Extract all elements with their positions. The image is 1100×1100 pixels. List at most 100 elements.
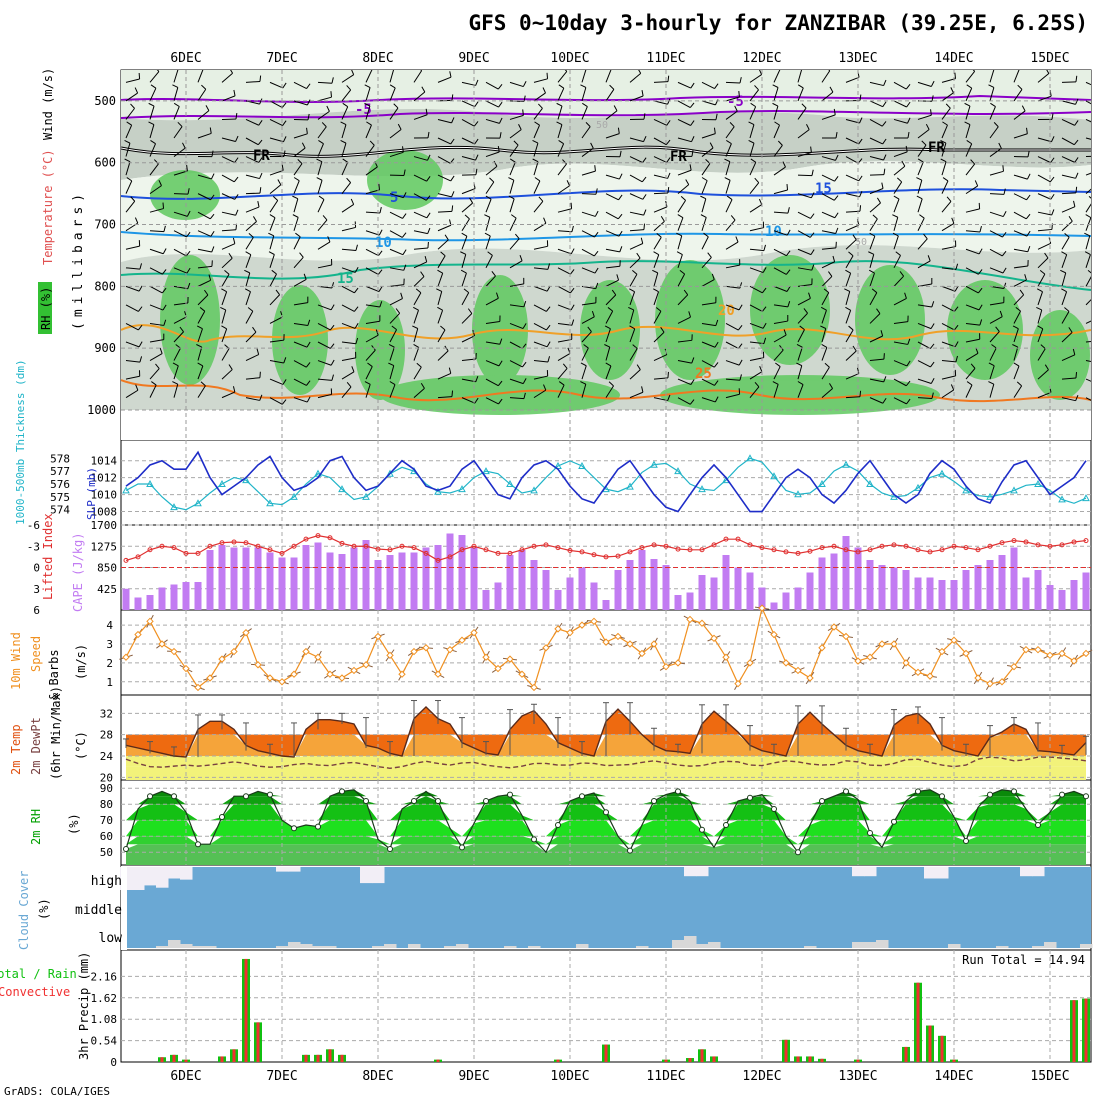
wind-barb-shaft — [149, 248, 164, 255]
cape-bar — [422, 547, 430, 610]
wind-barb-flag — [354, 287, 359, 294]
wind-barb-flag — [375, 329, 379, 336]
wind-barb-shaft — [821, 193, 835, 201]
wind-barb-shaft — [461, 137, 475, 145]
wind-barb-flag — [342, 102, 349, 108]
wind-barb-shaft — [725, 241, 739, 250]
wind-barb-flag — [256, 348, 260, 355]
wind-barb-flag — [1084, 232, 1090, 237]
wind-barb-shaft — [365, 267, 379, 275]
wind-barb-flag — [629, 288, 635, 293]
wind-barb-flag — [921, 140, 927, 146]
wind-barb-shaft — [437, 310, 444, 324]
wind-barb-flag — [834, 176, 839, 182]
wind-barb-flag — [618, 230, 623, 237]
wind-barb-flag — [677, 214, 684, 219]
wind-marker — [818, 644, 826, 652]
wind-barb-flag — [1072, 348, 1076, 355]
wind-barb-shaft — [1061, 272, 1067, 287]
precip-conv-bar — [316, 1054, 320, 1062]
wind-barb-flag — [1013, 362, 1020, 367]
wind-barb-flag — [355, 244, 358, 251]
wind-barb-shaft — [149, 285, 163, 294]
wind-barb-flag — [221, 325, 227, 330]
wind-marker — [722, 653, 730, 661]
wind-barb-shaft — [725, 161, 731, 176]
wind-barb-shaft — [869, 378, 884, 383]
precip-conv-bar — [556, 1059, 560, 1062]
wind-barb-shaft — [869, 100, 883, 108]
wind-barb-shaft — [773, 267, 787, 275]
wind-barb-flag — [679, 269, 685, 275]
wind-barb-flag — [451, 205, 454, 212]
wind-barb-flag — [1026, 194, 1031, 201]
wind-barb-shaft — [365, 384, 371, 398]
wind-barb-shaft — [1061, 331, 1073, 343]
day-label-top: 13DEC — [838, 51, 877, 66]
cloud-background — [121, 867, 1091, 948]
wind-barb-shaft — [1037, 273, 1046, 287]
li-marker — [927, 549, 933, 555]
wind-barb-shaft — [245, 100, 260, 105]
wind-barb-shaft — [533, 142, 539, 157]
wind-barb-shaft — [269, 316, 283, 324]
wind-barb-flag — [881, 182, 884, 189]
wind-barb-shaft — [1013, 89, 1023, 102]
wind-barb-shaft — [797, 151, 812, 158]
wind-barb-flag — [224, 270, 230, 275]
wind-barb-shaft — [125, 285, 140, 292]
wind-barb-flag — [162, 202, 165, 209]
li-marker — [135, 554, 141, 560]
wind-barb-shaft — [221, 193, 235, 200]
wind-marker — [770, 630, 778, 639]
wind-barb-shaft — [197, 248, 212, 253]
wind-barb-shaft — [629, 309, 635, 324]
li-marker — [1023, 539, 1029, 545]
wind-barb-flag — [796, 343, 803, 348]
wind-barb-shaft — [965, 267, 979, 275]
wind-barb-flag — [426, 212, 431, 219]
wind-barb-flag — [377, 269, 383, 275]
cloud-low-bar — [312, 946, 325, 948]
wind-barb-flag — [1098, 164, 1099, 170]
wind-barb-shaft — [917, 81, 932, 87]
wind-barb-shaft — [125, 323, 139, 331]
wind-barb-shaft — [269, 217, 276, 231]
wind-barb-flag — [688, 311, 691, 318]
wind-barb-flag — [1046, 70, 1050, 74]
wind-barb-flag — [388, 343, 395, 348]
thickness-marker — [1034, 479, 1042, 487]
wind-barb-flag — [763, 244, 767, 251]
wind-barb-flag — [416, 362, 422, 368]
wind-barb-flag — [585, 122, 591, 127]
li-marker — [639, 545, 645, 551]
wind-barb-flag — [905, 380, 911, 387]
wind-barb-shaft — [125, 78, 140, 83]
wind-marker — [170, 647, 178, 656]
wind-barb-flag — [1017, 84, 1023, 90]
wind-barb-shaft — [245, 397, 260, 401]
wind-barb-shaft — [149, 368, 160, 380]
wind-barb-flag — [1012, 344, 1018, 348]
wind-barb-flag — [930, 377, 935, 384]
wind-barb-shaft — [485, 198, 492, 213]
wind-barb-shaft — [629, 174, 643, 183]
wind-barb-shaft — [221, 137, 236, 143]
panel-labels: 1000-500mb Thickness (dm) SLP (mb) Lifte… — [0, 359, 98, 1060]
wind-barb-flag — [395, 308, 401, 314]
wind-barb-shaft — [149, 163, 159, 176]
tick-label: 850 — [97, 562, 117, 575]
wind-barb-shaft — [941, 375, 956, 380]
wind-barb-shaft — [437, 118, 452, 124]
wind-barb-flag — [595, 188, 598, 195]
wind-barb-flag — [988, 362, 995, 367]
wind-barb-shaft — [533, 389, 547, 399]
wind-barb-flag — [158, 179, 162, 186]
rh-label-a: 2m RH — [29, 809, 43, 845]
wind-barb-shaft — [557, 285, 571, 294]
wind-barb-flag — [228, 252, 233, 259]
wind-barb-flag — [869, 232, 876, 237]
wind-barb-shaft — [821, 292, 830, 306]
wind-barb-shaft — [413, 156, 428, 161]
cape-bar — [398, 552, 406, 610]
